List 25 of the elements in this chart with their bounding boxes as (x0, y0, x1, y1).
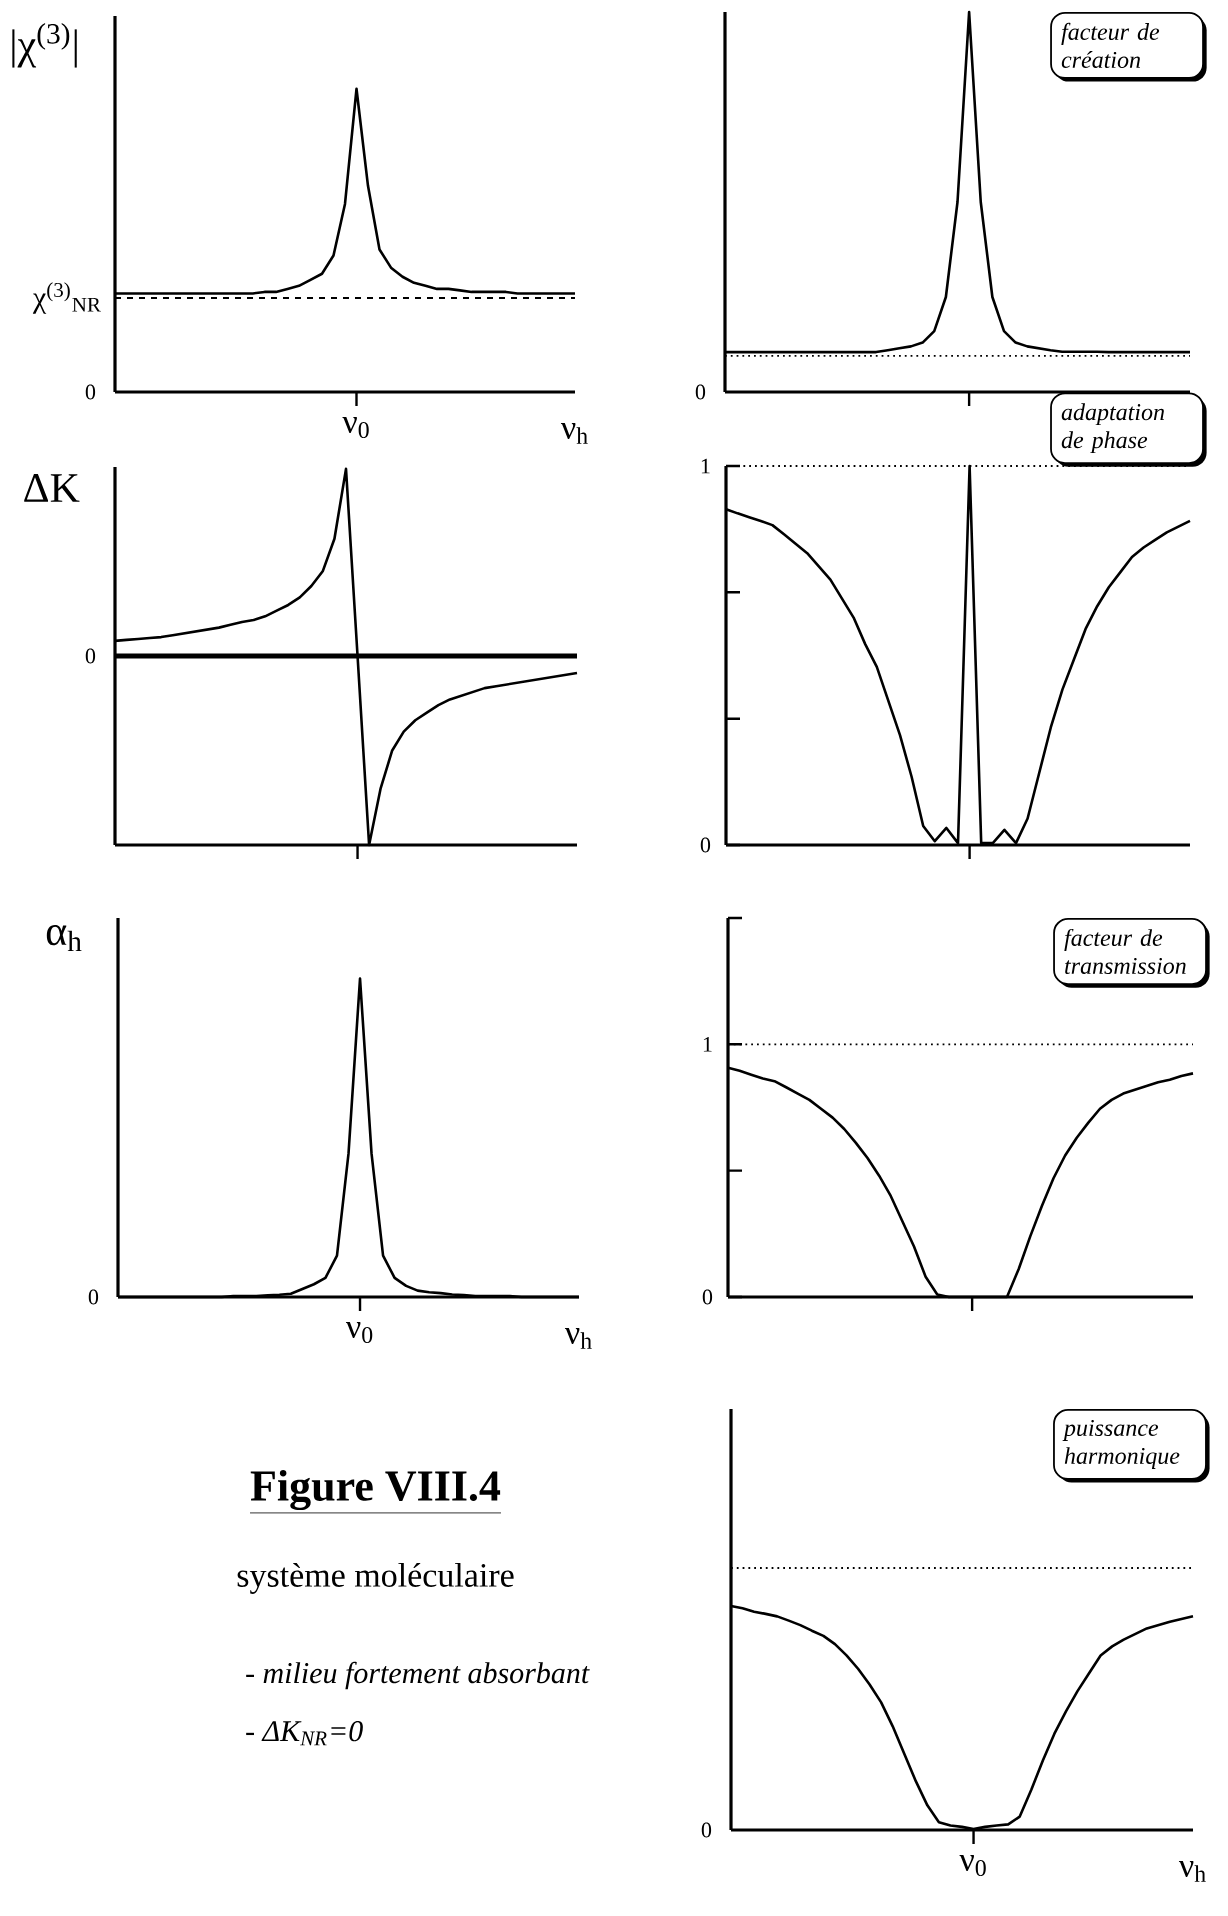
text: ν$_{0}$ (959, 1855, 986, 1877)
annotation: facteur de transmission (1064, 928, 1186, 975)
text: - ΔK$_{NR}$=0 (246, 1721, 363, 1746)
y-tick-label: 0 (702, 1289, 713, 1305)
y-tick-label: 1 (703, 1037, 712, 1052)
text: système moléculaire (237, 1562, 514, 1594)
annotation: facteur de création (1061, 22, 1160, 69)
text: puissance harmonique (1062, 1419, 1180, 1469)
x-axis-title: ν$_{h}$ (564, 1328, 592, 1349)
y-tick-label: 1 (701, 458, 710, 474)
text: adaptation de phase (1061, 403, 1165, 454)
text: - milieu fortement absorbant (246, 1661, 590, 1690)
text: ν$_{0}$ (342, 417, 369, 439)
y-axis-title: |χ$^{(3)}$| (12, 23, 77, 68)
x-axis-title: ν$_{h}$ (560, 423, 588, 444)
y-axis-title: ΔK (24, 474, 80, 502)
ref-line-label: χ$^{(3)}$NR (32, 282, 101, 314)
text: 0 (85, 648, 96, 664)
text: ν$_{0}$ (345, 1322, 373, 1344)
y-axis-title: α$_{h}$ (46, 925, 82, 952)
text: Figure VIII.4 (250, 1469, 501, 1511)
x-axis-title: ν$_{h}$ (1178, 1861, 1206, 1882)
text: 0 (85, 384, 96, 400)
text: 0 (88, 1289, 99, 1305)
y-tick-label: 0 (700, 837, 711, 853)
